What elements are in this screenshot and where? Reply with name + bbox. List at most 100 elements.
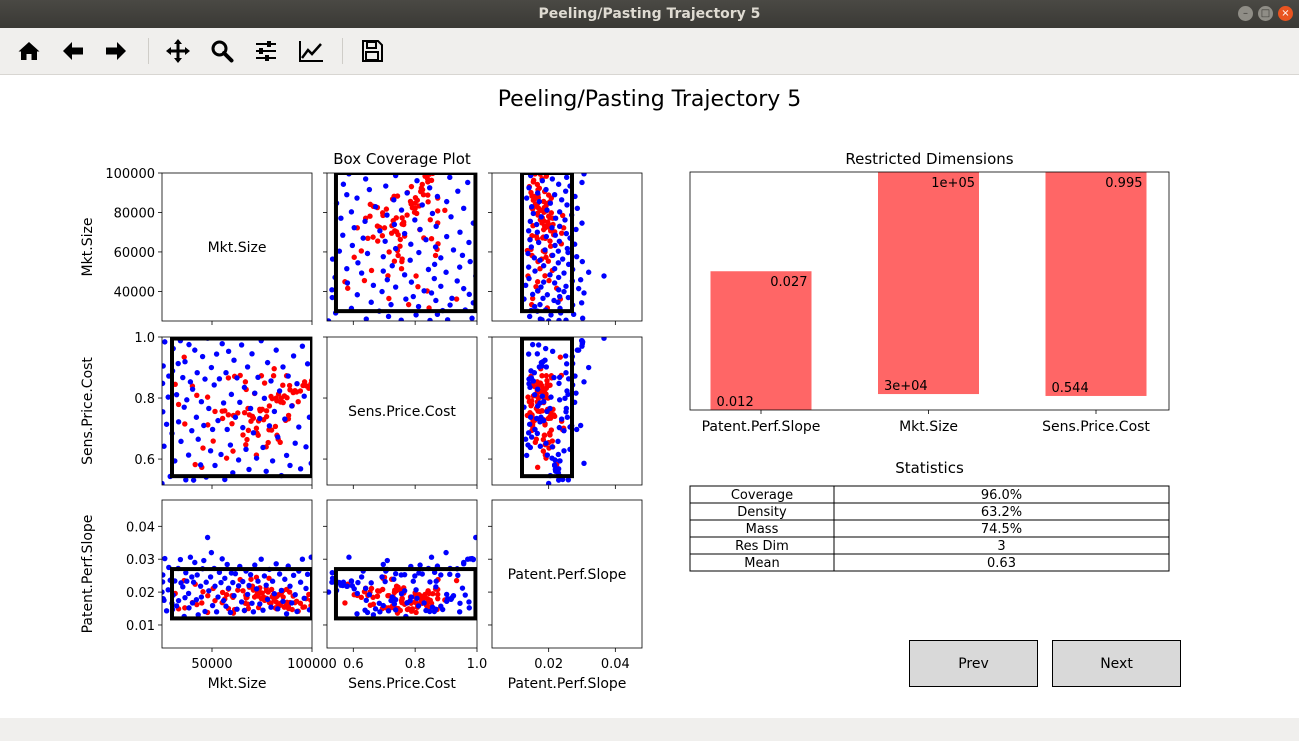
point-red (289, 606, 295, 613)
point-blue (368, 580, 374, 586)
point-blue (223, 603, 229, 609)
point-blue (456, 609, 463, 615)
point-blue (198, 398, 205, 405)
point-red (271, 366, 277, 372)
point-blue (249, 351, 255, 357)
point-red (263, 413, 270, 420)
point-blue (579, 179, 585, 186)
forward-button[interactable] (100, 35, 132, 67)
point-blue (443, 269, 449, 275)
point-blue (271, 408, 278, 415)
prev-button[interactable]: Prev (909, 640, 1038, 687)
point-blue (231, 357, 237, 363)
zoom-button[interactable] (206, 35, 238, 67)
point-blue (579, 337, 585, 344)
point-blue (565, 477, 572, 483)
point-blue (421, 288, 427, 294)
point-red (297, 600, 304, 606)
point-blue (299, 556, 306, 562)
point-blue (190, 579, 197, 585)
point-red (266, 575, 272, 581)
point-red (412, 194, 419, 201)
subplot-background (162, 173, 312, 321)
home-button[interactable] (13, 35, 45, 67)
point-blue (539, 393, 546, 399)
configure-subplots-button[interactable] (250, 35, 282, 67)
close-button[interactable]: × (1278, 6, 1293, 21)
point-blue (601, 337, 607, 341)
point-red (223, 592, 230, 598)
point-blue (462, 592, 468, 598)
point-blue (457, 600, 463, 606)
y-axis-label: Mkt.Size (80, 218, 96, 277)
point-red (219, 415, 226, 422)
point-blue (433, 578, 439, 584)
point-blue (181, 404, 187, 410)
point-blue (193, 596, 200, 603)
point-blue (292, 592, 298, 598)
point-red (280, 594, 286, 600)
point-red (248, 576, 254, 582)
edit-axis-button[interactable] (295, 35, 327, 67)
point-blue (208, 549, 215, 556)
point-blue (261, 395, 268, 402)
point-blue (189, 600, 196, 606)
point-blue (354, 590, 361, 597)
save-button[interactable] (356, 35, 388, 67)
point-red (270, 373, 277, 379)
back-button[interactable] (57, 35, 89, 67)
status-bar (0, 718, 1299, 741)
point-blue (289, 403, 295, 409)
point-blue (260, 444, 266, 451)
point-red (285, 412, 292, 419)
point-blue (544, 292, 551, 298)
point-blue (240, 578, 246, 585)
point-red (540, 198, 547, 205)
point-blue (543, 364, 550, 370)
point-blue (287, 462, 293, 469)
point-blue (165, 587, 171, 593)
point-blue (366, 592, 373, 598)
point-blue (461, 561, 467, 567)
point-blue (255, 374, 261, 380)
point-blue (551, 192, 558, 198)
point-red (374, 593, 381, 600)
point-blue (225, 585, 232, 591)
point-red (365, 235, 371, 242)
point-blue (187, 554, 194, 560)
point-blue (268, 604, 274, 610)
point-blue (564, 414, 571, 420)
point-red (200, 445, 206, 451)
point-red (219, 589, 226, 596)
point-red (399, 256, 405, 262)
point-blue (401, 272, 408, 278)
point-blue (212, 462, 218, 469)
point-red (543, 385, 550, 391)
point-blue (579, 220, 585, 226)
point-blue (276, 571, 283, 577)
point-blue (563, 405, 570, 412)
point-blue (198, 594, 205, 600)
point-red (240, 432, 246, 438)
point-blue (383, 183, 389, 189)
point-blue (263, 468, 269, 474)
point-blue (232, 414, 239, 420)
point-red (253, 425, 260, 431)
point-blue (280, 598, 286, 604)
point-blue (577, 277, 584, 283)
maximize-button[interactable]: □ (1258, 6, 1273, 21)
point-blue (379, 288, 385, 295)
subplot-frame (161, 499, 313, 649)
point-blue (241, 384, 248, 391)
y-tick-label: 0.01 (126, 619, 155, 634)
point-blue (180, 374, 186, 381)
point-red (284, 395, 290, 401)
bar-patent-perf-slope (710, 271, 812, 410)
point-blue (431, 275, 438, 282)
next-button[interactable]: Next (1052, 640, 1181, 687)
minimize-button[interactable]: – (1238, 6, 1253, 21)
point-blue (552, 232, 559, 238)
pan-button[interactable] (162, 35, 194, 67)
point-blue (385, 608, 392, 614)
point-red (539, 408, 546, 414)
